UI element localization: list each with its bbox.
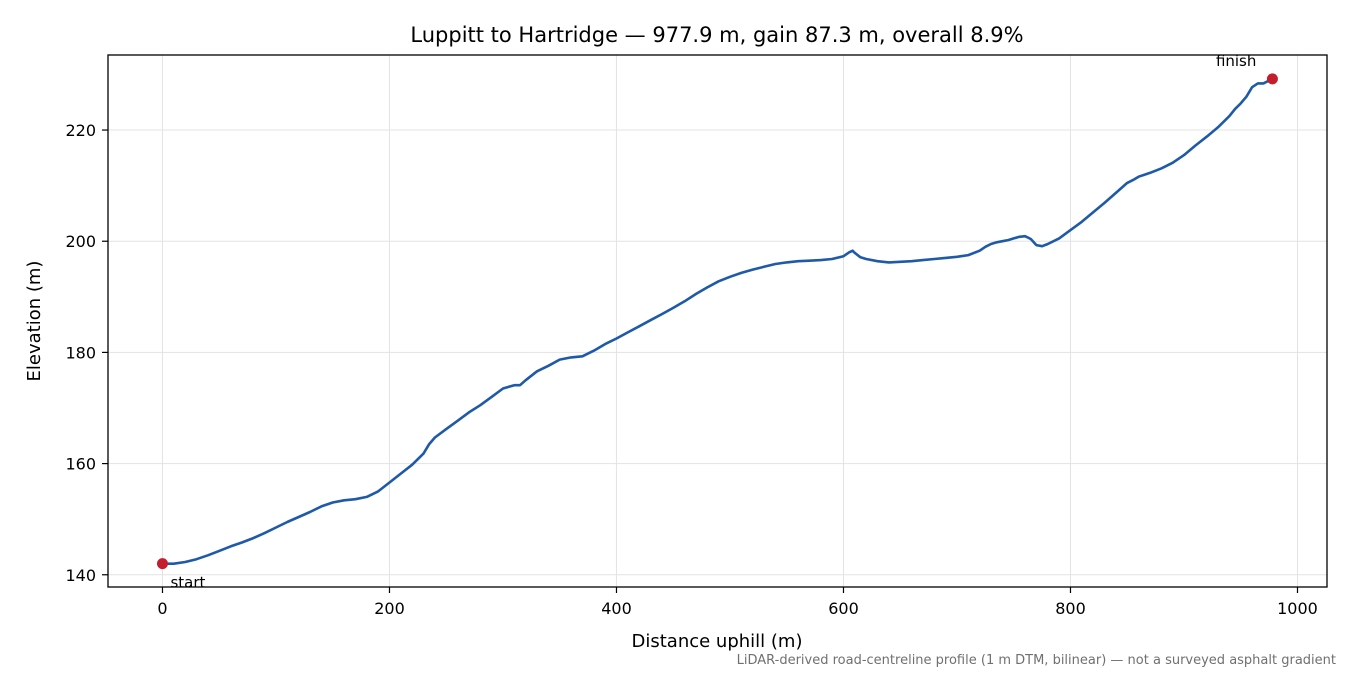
start-marker	[156, 558, 168, 570]
y-tick-label: 220	[65, 121, 96, 140]
chart-title: Luppitt to Hartridge — 977.9 m, gain 87.…	[410, 23, 1023, 47]
x-tick-label: 600	[828, 599, 859, 618]
grid-lines	[108, 55, 1327, 587]
footnote: LiDAR-derived road-centreline profile (1…	[737, 653, 1336, 668]
marker-group: start finish	[156, 52, 1278, 592]
plot-area-frame	[107, 54, 1328, 588]
y-tick-label: 160	[65, 455, 96, 474]
x-axis-ticks: 0 200 400 600 800 1000	[157, 587, 1318, 618]
x-tick-label: 200	[374, 599, 405, 618]
finish-label: finish	[1216, 52, 1256, 70]
x-tick-label: 0	[157, 599, 167, 618]
finish-marker	[1266, 73, 1278, 85]
y-tick-label: 200	[65, 232, 96, 251]
x-tick-label: 400	[601, 599, 632, 618]
series-group	[161, 77, 1274, 565]
y-axis-ticks: 140 160 180 200 220	[65, 121, 108, 585]
x-tick-label: 800	[1055, 599, 1086, 618]
x-tick-label: 1000	[1277, 599, 1318, 618]
x-axis-label: Distance uphill (m)	[632, 631, 803, 652]
y-tick-label: 140	[65, 566, 96, 585]
elevation-line	[161, 77, 1274, 565]
y-axis-label: Elevation (m)	[24, 261, 45, 382]
start-label: start	[170, 574, 205, 592]
y-tick-label: 180	[65, 343, 96, 362]
